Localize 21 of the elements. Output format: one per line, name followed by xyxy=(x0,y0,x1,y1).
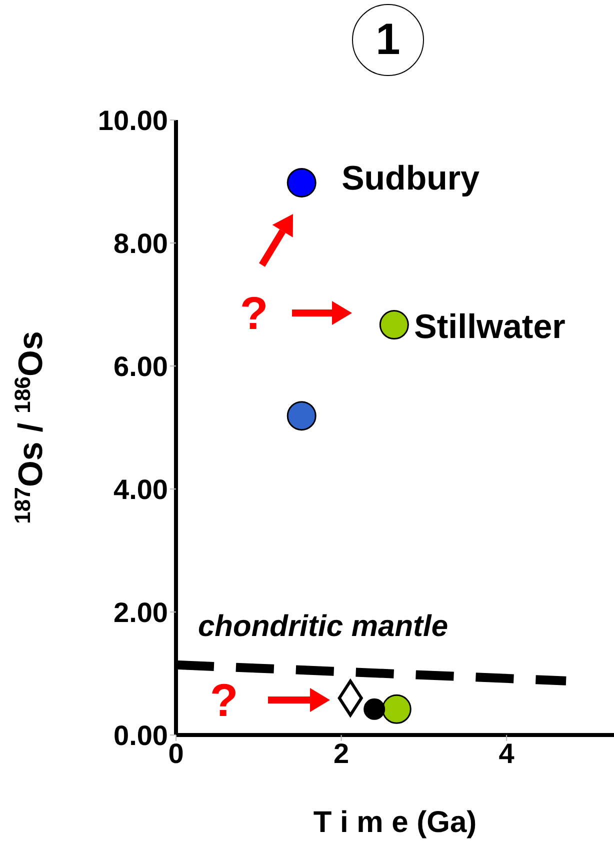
point xyxy=(382,694,412,724)
point xyxy=(364,698,386,720)
annotation: Sudbury xyxy=(342,160,480,198)
y-tick-label: 4.00 xyxy=(114,474,168,505)
point xyxy=(286,168,316,198)
annotation: ? xyxy=(210,674,238,726)
annotation: chondritic mantle xyxy=(198,610,448,643)
point xyxy=(286,401,316,431)
y-tick-label: 2.00 xyxy=(114,596,168,628)
x-tick-label: 2 xyxy=(333,738,350,769)
x-tick-label: 0 xyxy=(168,738,184,769)
chart-title: 1 xyxy=(352,4,424,76)
x-axis-title: T i m e (Ga) xyxy=(313,806,477,839)
annotation: ? xyxy=(240,287,268,339)
y-tick-label: 8.00 xyxy=(114,228,168,259)
y-tick-label: 10.00 xyxy=(98,104,168,136)
x-tick-label: 4 xyxy=(498,738,515,769)
y-tick-label: 6.00 xyxy=(114,350,168,382)
point xyxy=(379,310,409,340)
y-tick-label: 0.00 xyxy=(114,720,168,751)
annotation: Stillwater xyxy=(414,308,566,346)
